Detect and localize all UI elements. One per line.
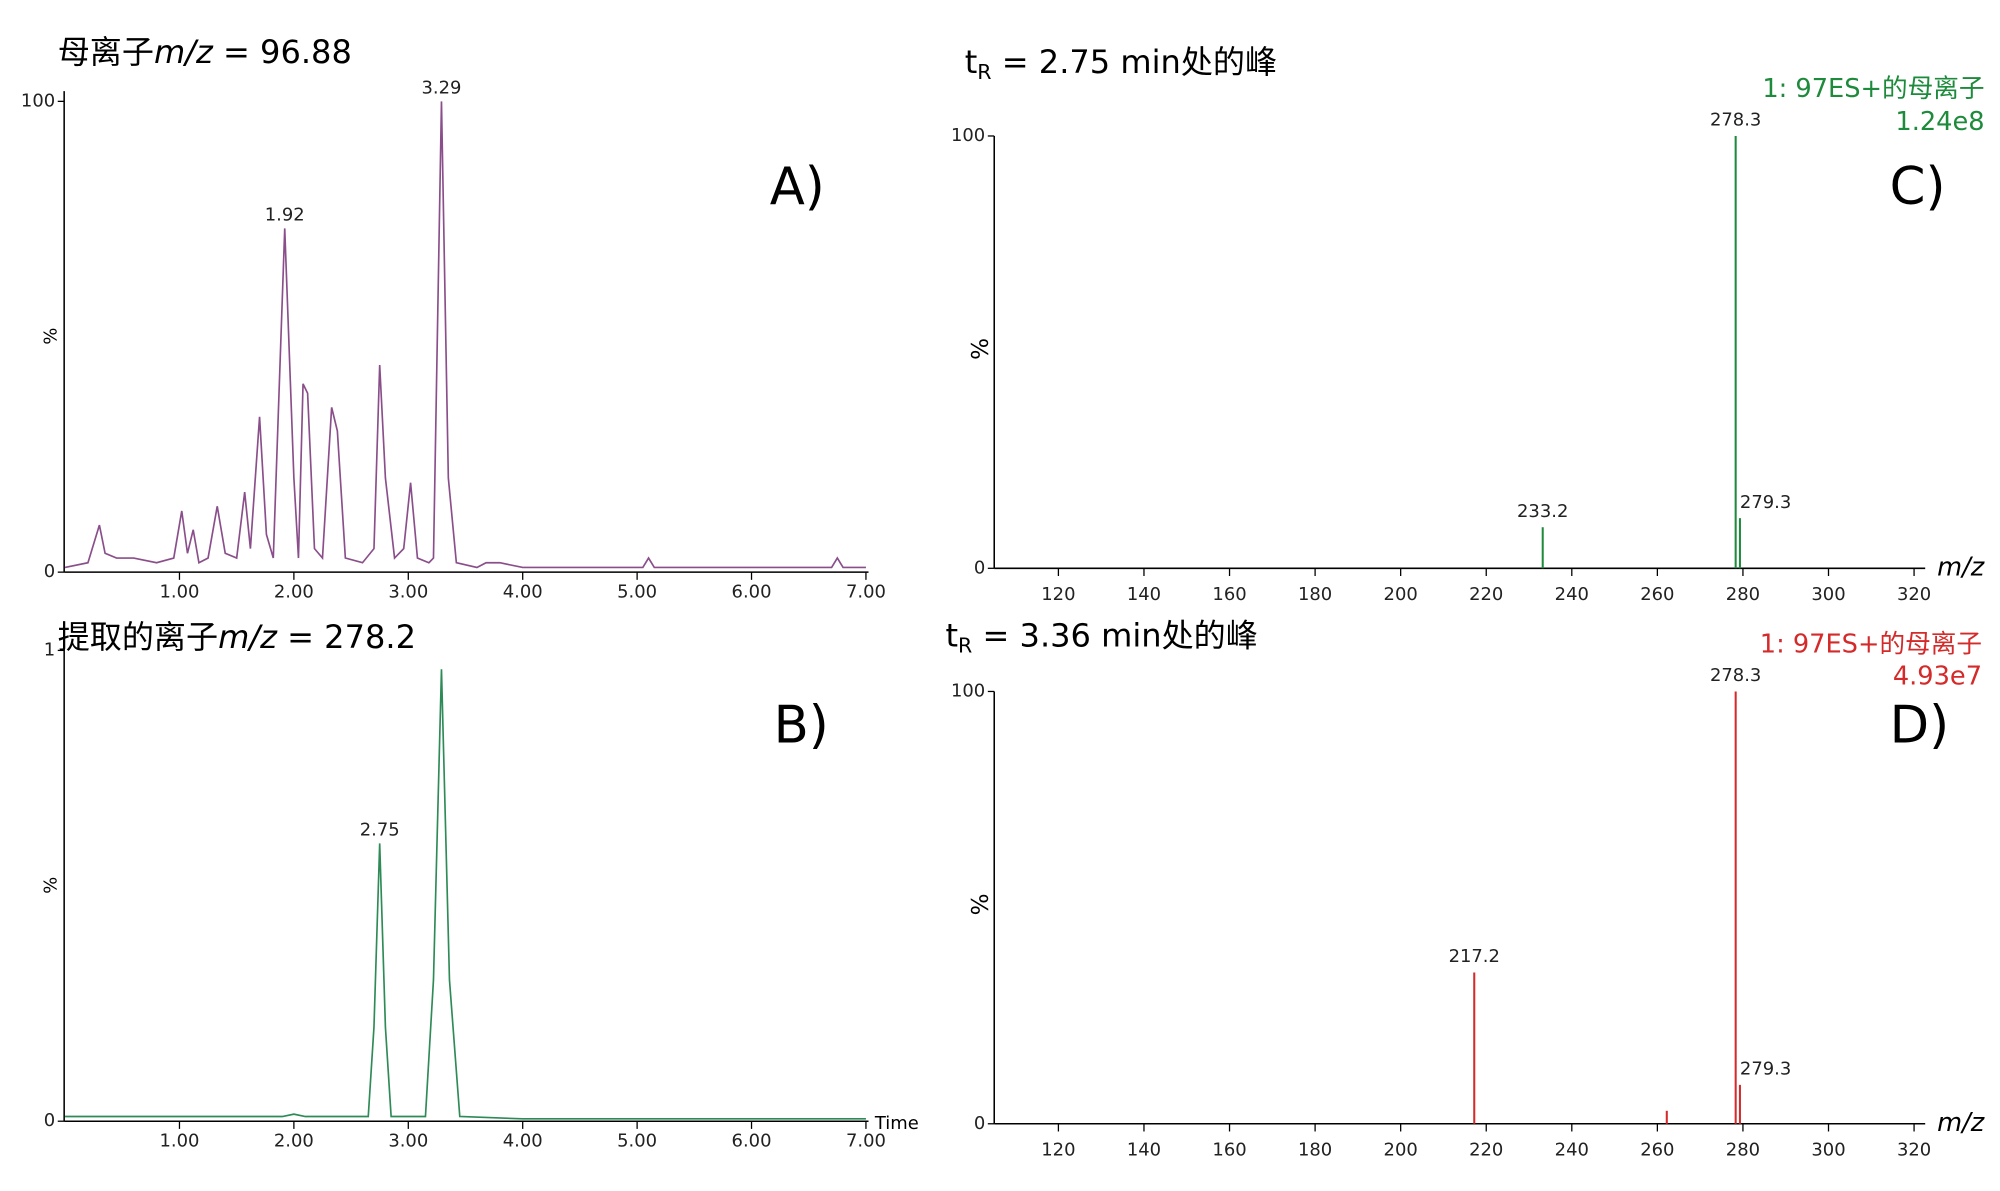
x-tick-label: 240 (1555, 584, 1589, 605)
y-tick-label: 1 (44, 639, 55, 660)
title-part: = 96.88 (213, 33, 352, 71)
x-tick-label: 1.00 (159, 582, 199, 603)
title-part: = 278.2 (277, 618, 416, 656)
x-tick-label: 220 (1469, 1140, 1503, 1161)
x-tick-label: 5.00 (617, 1131, 657, 1152)
x-tick-label: 180 (1298, 1140, 1332, 1161)
x-tick-label: 280 (1726, 584, 1760, 605)
y-tick-label: 0 (44, 561, 55, 582)
x-tick-label: 320 (1897, 584, 1931, 605)
y-tick-label: 100 (951, 125, 985, 146)
peak-label: 279.3 (1740, 1058, 1791, 1079)
peak-label: 3.29 (421, 78, 461, 99)
x-tick-label: 220 (1469, 584, 1503, 605)
title-part: = 3.36 min处的峰 (972, 617, 1257, 655)
x-axis-label: Time (874, 1113, 919, 1134)
x-tick-label: 2.00 (274, 1131, 314, 1152)
title-part: 提取的离子 (58, 618, 218, 656)
y-tick-label: 0 (44, 1110, 55, 1131)
y-tick-label: 0 (974, 1113, 985, 1134)
x-tick-label: 280 (1726, 1140, 1760, 1161)
x-tick-label: 6.00 (732, 582, 772, 603)
x-tick-label: 200 (1384, 1140, 1418, 1161)
x-tick-label: 300 (1811, 584, 1845, 605)
title-part: t (965, 43, 978, 81)
x-tick-label: 160 (1212, 584, 1246, 605)
x-axis-label: m/z (1937, 552, 1985, 582)
panel-label: D) (1890, 696, 1950, 756)
x-tick-label: 120 (1041, 1140, 1075, 1161)
title-part: m/z (218, 618, 278, 656)
x-tick-label: 4.00 (503, 582, 543, 603)
x-tick-label: 160 (1212, 1140, 1246, 1161)
y-axis-label: % (40, 328, 61, 345)
x-tick-label: 1.00 (159, 1131, 199, 1152)
title-part: t (945, 617, 958, 655)
panel-title: tR = 3.36 min处的峰 (945, 617, 1257, 658)
x-tick-label: 6.00 (732, 1131, 772, 1152)
title-part: R (958, 634, 972, 658)
x-tick-label: 120 (1041, 584, 1075, 605)
trace (65, 669, 866, 1120)
title-part: m/z (154, 33, 214, 71)
trace (64, 101, 866, 569)
x-tick-label: 7.00 (846, 1131, 886, 1152)
panel-label: A) (770, 157, 825, 217)
y-axis-label: % (968, 338, 994, 360)
panel-title: tR = 2.75 min处的峰 (965, 43, 1277, 84)
peak-label: 278.3 (1710, 110, 1761, 131)
x-tick-label: 5.00 (617, 582, 657, 603)
y-axis-label: % (968, 893, 994, 915)
panel-title: 母离子m/z = 96.88 (58, 33, 352, 71)
title-part: R (977, 60, 991, 84)
x-tick-label: 260 (1640, 1140, 1674, 1161)
scale-text: 1.24e8 (1895, 107, 1984, 137)
x-tick-label: 200 (1384, 584, 1418, 605)
x-tick-label: 4.00 (503, 1131, 543, 1152)
peak-label: 217.2 (1449, 946, 1500, 967)
peak-label: 278.3 (1710, 665, 1761, 686)
y-tick-label: 100 (21, 90, 55, 111)
peak-label: 2.75 (360, 820, 400, 841)
x-tick-label: 240 (1555, 1140, 1589, 1161)
y-tick-label: 0 (974, 557, 985, 578)
scale-text: 4.93e7 (1893, 661, 1982, 691)
x-axis-label: m/z (1937, 1108, 1985, 1138)
y-tick-label: 100 (951, 680, 985, 701)
x-tick-label: 3.00 (388, 582, 428, 603)
x-tick-label: 2.00 (274, 582, 314, 603)
x-tick-label: 260 (1640, 584, 1674, 605)
panel-label: B) (774, 696, 829, 756)
title-part: 母离子 (58, 33, 154, 71)
y-axis-label: % (40, 877, 61, 894)
peak-label: 1.92 (265, 205, 305, 226)
x-tick-label: 3.00 (388, 1131, 428, 1152)
x-tick-label: 300 (1811, 1140, 1845, 1161)
title-part: = 2.75 min处的峰 (992, 43, 1277, 81)
panel-title: 提取的离子m/z = 278.2 (58, 618, 416, 656)
legend-text: 1: 97ES+的母离子 (1760, 629, 1982, 659)
x-tick-label: 7.00 (846, 582, 886, 603)
x-tick-label: 180 (1298, 584, 1332, 605)
peak-label: 233.2 (1517, 501, 1568, 522)
peak-label: 279.3 (1740, 492, 1791, 513)
x-tick-label: 140 (1127, 584, 1161, 605)
x-tick-label: 140 (1127, 1140, 1161, 1161)
panel-label: C) (1890, 157, 1946, 217)
x-tick-label: 320 (1897, 1140, 1931, 1161)
legend-text: 1: 97ES+的母离子 (1762, 74, 1984, 104)
